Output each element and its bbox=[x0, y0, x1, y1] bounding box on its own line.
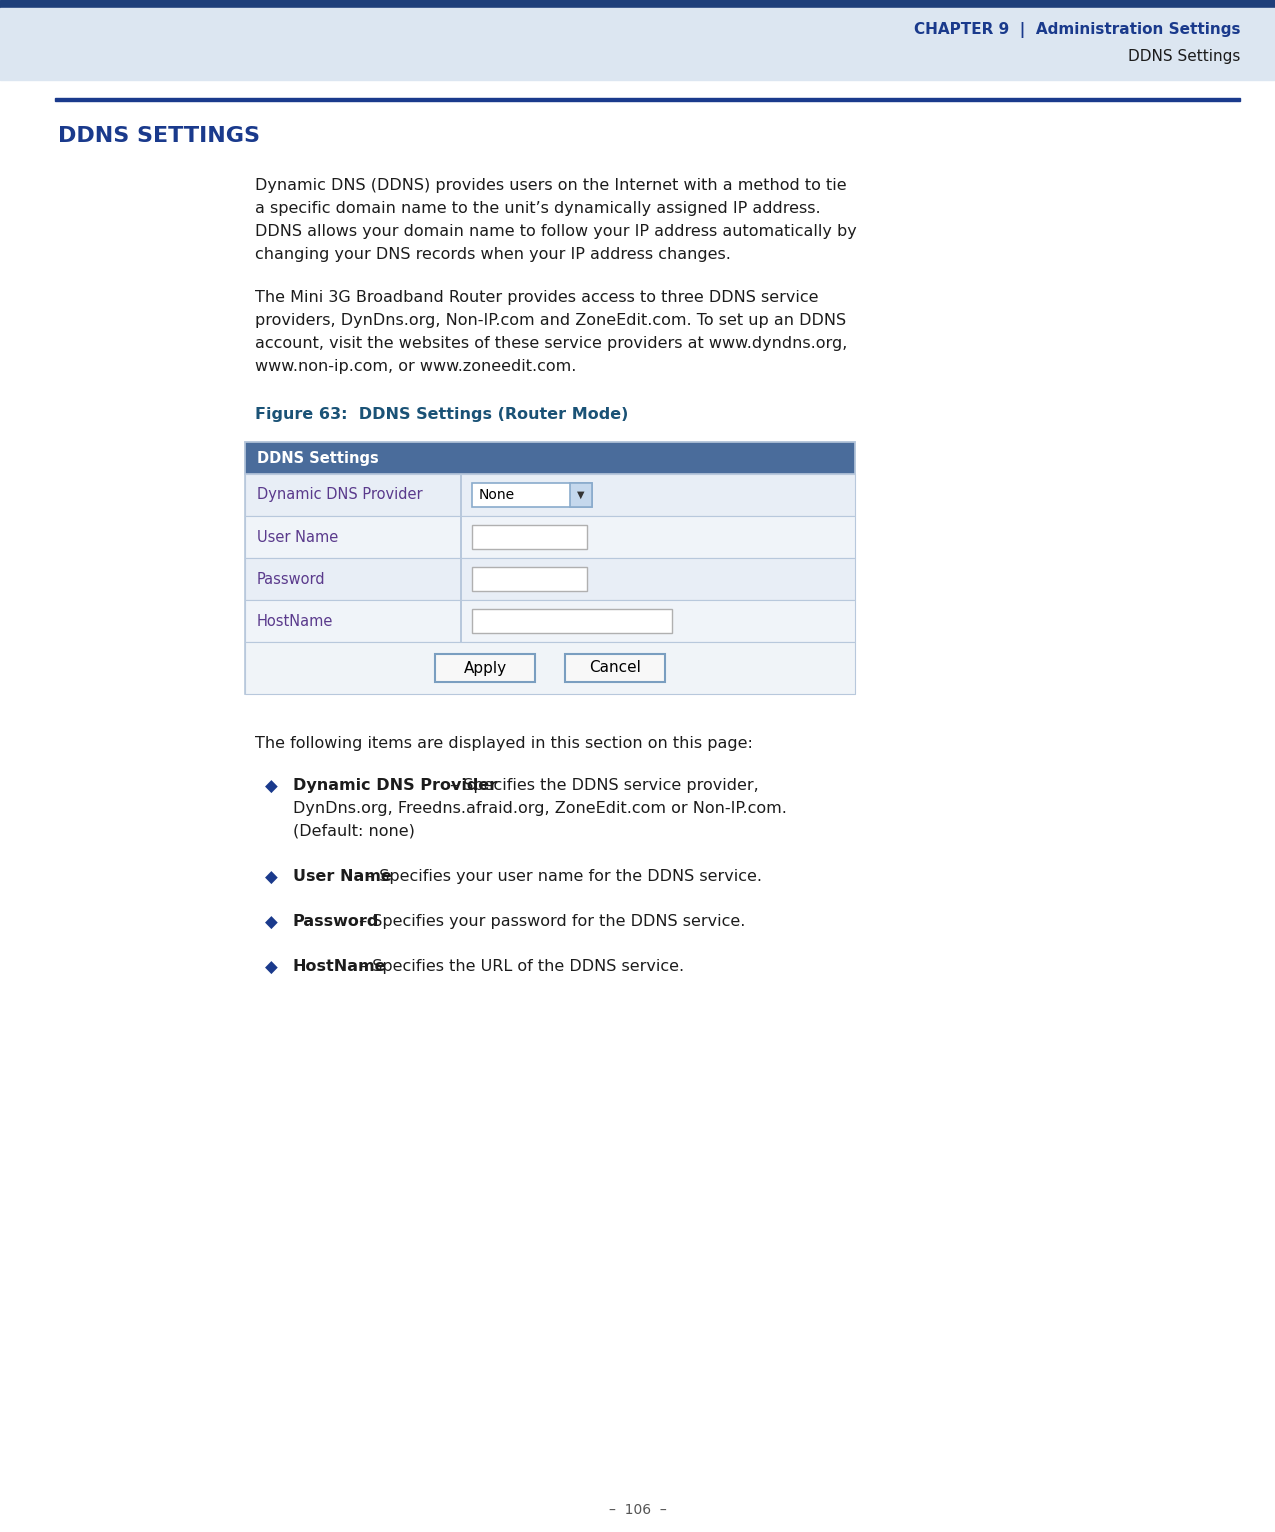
Text: –  106  –: – 106 – bbox=[608, 1503, 667, 1517]
Bar bbox=[435, 654, 536, 682]
Text: ▼: ▼ bbox=[578, 490, 585, 499]
Bar bbox=[460, 516, 462, 558]
Text: Dynamic DNS Provider: Dynamic DNS Provider bbox=[258, 487, 422, 502]
Text: The Mini 3G Broadband Router provides access to three DDNS service: The Mini 3G Broadband Router provides ac… bbox=[255, 290, 819, 305]
Text: Password: Password bbox=[258, 571, 325, 587]
Bar bbox=[55, 98, 1241, 101]
Bar bbox=[460, 558, 462, 601]
Text: DDNS allows your domain name to follow your IP address automatically by: DDNS allows your domain name to follow y… bbox=[255, 224, 857, 239]
Bar bbox=[570, 483, 592, 507]
Bar bbox=[245, 601, 856, 642]
Text: Cancel: Cancel bbox=[589, 660, 641, 676]
Text: HostName: HostName bbox=[293, 959, 386, 974]
Text: (Default: none): (Default: none) bbox=[293, 824, 414, 840]
Text: DDNS Settings: DDNS Settings bbox=[1127, 49, 1241, 63]
Text: changing your DNS records when your IP address changes.: changing your DNS records when your IP a… bbox=[255, 247, 731, 262]
Bar bbox=[0, 0, 1275, 8]
Text: HostName: HostName bbox=[258, 613, 333, 628]
Text: User Name: User Name bbox=[293, 869, 391, 884]
Text: Figure 63:  DDNS Settings (Router Mode): Figure 63: DDNS Settings (Router Mode) bbox=[255, 408, 629, 421]
Text: ◆: ◆ bbox=[265, 869, 278, 887]
Bar bbox=[460, 601, 462, 642]
Text: None: None bbox=[479, 489, 515, 502]
Text: DDNS SETTINGS: DDNS SETTINGS bbox=[57, 126, 260, 146]
Text: account, visit the websites of these service providers at www.dyndns.org,: account, visit the websites of these ser… bbox=[255, 336, 848, 351]
Bar bbox=[472, 610, 672, 633]
Text: – Specifies the DDNS service provider,: – Specifies the DDNS service provider, bbox=[445, 778, 759, 794]
Text: User Name: User Name bbox=[258, 530, 338, 544]
Text: a specific domain name to the unit’s dynamically assigned IP address.: a specific domain name to the unit’s dyn… bbox=[255, 201, 821, 216]
Text: The following items are displayed in this section on this page:: The following items are displayed in thi… bbox=[255, 735, 752, 751]
Text: Dynamic DNS Provider: Dynamic DNS Provider bbox=[293, 778, 497, 794]
Bar bbox=[565, 654, 666, 682]
Bar bbox=[472, 525, 586, 548]
Bar bbox=[0, 8, 1275, 80]
Text: Password: Password bbox=[293, 915, 380, 928]
Bar bbox=[245, 642, 856, 694]
Bar bbox=[460, 473, 462, 516]
Text: – Specifies your user name for the DDNS service.: – Specifies your user name for the DDNS … bbox=[361, 869, 762, 884]
Text: www.non-ip.com, or www.zoneedit.com.: www.non-ip.com, or www.zoneedit.com. bbox=[255, 358, 576, 374]
Text: DynDns.org, Freedns.afraid.org, ZoneEdit.com or Non-IP.com.: DynDns.org, Freedns.afraid.org, ZoneEdit… bbox=[293, 801, 787, 817]
Text: ◆: ◆ bbox=[265, 778, 278, 797]
Bar bbox=[245, 516, 856, 558]
Bar bbox=[245, 443, 856, 473]
Bar bbox=[245, 473, 856, 516]
Bar bbox=[472, 483, 592, 507]
Text: CHAPTER 9  |  Administration Settings: CHAPTER 9 | Administration Settings bbox=[913, 21, 1241, 38]
Bar bbox=[245, 443, 856, 694]
Text: – Specifies your password for the DDNS service.: – Specifies your password for the DDNS s… bbox=[353, 915, 745, 928]
Text: ◆: ◆ bbox=[265, 915, 278, 931]
Text: ◆: ◆ bbox=[265, 959, 278, 977]
Text: Apply: Apply bbox=[463, 660, 506, 676]
Text: DDNS Settings: DDNS Settings bbox=[258, 450, 379, 466]
Text: providers, DynDns.org, Non-IP.com and ZoneEdit.com. To set up an DDNS: providers, DynDns.org, Non-IP.com and Zo… bbox=[255, 313, 847, 328]
Text: Dynamic DNS (DDNS) provides users on the Internet with a method to tie: Dynamic DNS (DDNS) provides users on the… bbox=[255, 178, 847, 193]
Text: – Specifies the URL of the DDNS service.: – Specifies the URL of the DDNS service. bbox=[353, 959, 683, 974]
Bar bbox=[472, 567, 586, 591]
Bar bbox=[245, 558, 856, 601]
